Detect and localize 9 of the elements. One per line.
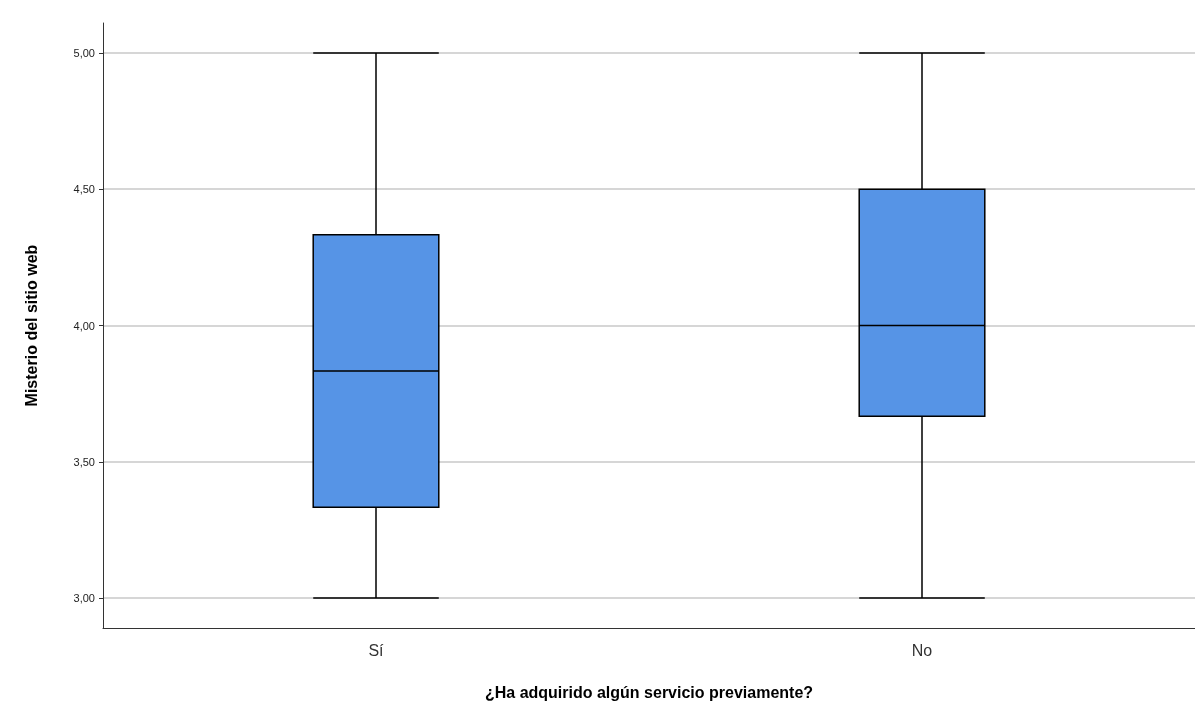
y-axis-title: Misterio del sitio web [22, 244, 40, 407]
y-tick-label: 3,50 [73, 455, 95, 468]
x-tick-label: Sí [368, 641, 385, 659]
x-axis-title: ¿Ha adquirido algún servicio previamente? [484, 683, 814, 701]
y-tick-label: 4,50 [73, 183, 95, 196]
x-tick-label: No [911, 641, 933, 659]
y-tick-label: 5,00 [73, 46, 95, 59]
y-tick-label: 4,00 [73, 319, 95, 332]
y-tick-label: 3,00 [73, 592, 95, 605]
